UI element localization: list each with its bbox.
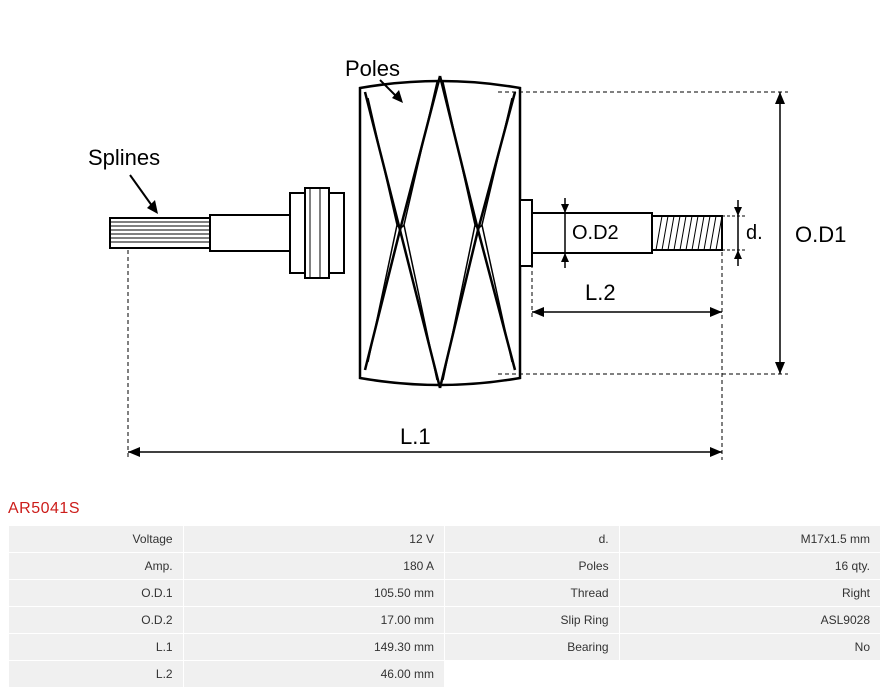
spec-table: Voltage12 Vd.M17x1.5 mmAmp.180 APoles16 … xyxy=(8,525,881,688)
spec-value: ASL9028 xyxy=(620,607,880,633)
bearing-collar-left xyxy=(290,188,344,278)
dim-d xyxy=(722,200,745,266)
label-od1: O.D1 xyxy=(795,222,846,248)
label-poles: Poles xyxy=(345,56,400,82)
spec-row: Amp.180 APoles16 qty. xyxy=(9,553,880,579)
spec-label: Poles xyxy=(445,553,619,579)
spec-value: M17x1.5 mm xyxy=(620,526,880,552)
spec-label: Slip Ring xyxy=(445,607,619,633)
part-number: AR5041S xyxy=(8,500,80,518)
rotor-svg xyxy=(0,0,889,500)
spec-value: 180 A xyxy=(184,553,444,579)
spec-value: 12 V xyxy=(184,526,444,552)
splines-section xyxy=(110,218,210,248)
label-l1: L.1 xyxy=(400,424,431,450)
spec-label: Bearing xyxy=(445,634,619,660)
spec-row: O.D.217.00 mmSlip RingASL9028 xyxy=(9,607,880,633)
spec-row: L.246.00 mm xyxy=(9,661,880,687)
splines-pointer xyxy=(130,175,158,214)
thread-section xyxy=(652,216,722,250)
spec-label: O.D.2 xyxy=(9,607,183,633)
shaft-step-right xyxy=(520,200,532,266)
spec-value: Right xyxy=(620,580,880,606)
spec-value: 105.50 mm xyxy=(184,580,444,606)
spec-label: d. xyxy=(445,526,619,552)
spec-label xyxy=(445,661,619,687)
spec-value: 17.00 mm xyxy=(184,607,444,633)
label-splines: Splines xyxy=(88,145,160,171)
label-od2: O.D2 xyxy=(572,222,619,245)
shaft-left xyxy=(210,215,290,251)
dim-l2 xyxy=(532,252,722,320)
spec-value: 149.30 mm xyxy=(184,634,444,660)
spec-row: Voltage12 Vd.M17x1.5 mm xyxy=(9,526,880,552)
spec-row: L.1149.30 mmBearingNo xyxy=(9,634,880,660)
spec-row: O.D.1105.50 mmThreadRight xyxy=(9,580,880,606)
label-l2: L.2 xyxy=(585,280,616,306)
spec-label: O.D.1 xyxy=(9,580,183,606)
spec-label: Voltage xyxy=(9,526,183,552)
rotor-diagram: Poles Splines O.D2 d. O.D1 L.2 L.1 xyxy=(0,0,889,500)
spec-label: L.1 xyxy=(9,634,183,660)
rotor-body xyxy=(360,76,520,388)
spec-value: No xyxy=(620,634,880,660)
label-d: d. xyxy=(746,222,763,245)
spec-value: 46.00 mm xyxy=(184,661,444,687)
spec-value: 16 qty. xyxy=(620,553,880,579)
spec-label: Thread xyxy=(445,580,619,606)
spec-value xyxy=(620,661,880,687)
spec-label: Amp. xyxy=(9,553,183,579)
spec-label: L.2 xyxy=(9,661,183,687)
